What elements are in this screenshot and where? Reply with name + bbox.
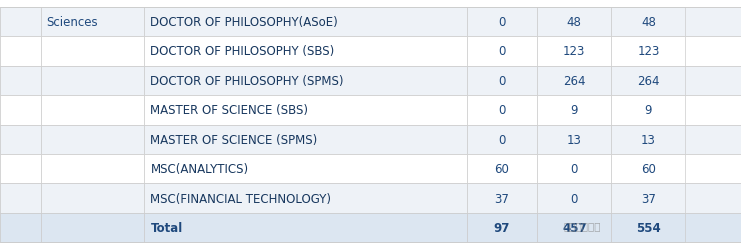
Bar bbox=[41, 66, 144, 96]
Bar bbox=[0, 8, 741, 37]
Bar bbox=[537, 66, 611, 96]
Bar bbox=[0, 8, 41, 37]
Bar bbox=[144, 96, 467, 125]
Bar bbox=[611, 184, 685, 213]
Text: 宁波风华出国: 宁波风华出国 bbox=[563, 220, 601, 230]
Text: 0: 0 bbox=[571, 162, 578, 175]
Bar bbox=[537, 8, 611, 37]
Bar bbox=[144, 125, 467, 154]
Bar bbox=[0, 213, 741, 242]
Bar bbox=[0, 154, 41, 184]
Text: MSC(FINANCIAL TECHNOLOGY): MSC(FINANCIAL TECHNOLOGY) bbox=[150, 192, 331, 205]
Bar bbox=[0, 125, 41, 154]
Bar bbox=[467, 66, 537, 96]
Text: 264: 264 bbox=[637, 74, 659, 88]
Bar bbox=[537, 154, 611, 184]
Text: 0: 0 bbox=[499, 133, 505, 146]
Text: MASTER OF SCIENCE (SBS): MASTER OF SCIENCE (SBS) bbox=[150, 104, 308, 117]
Text: 123: 123 bbox=[563, 45, 585, 58]
Bar bbox=[144, 66, 467, 96]
Text: 60: 60 bbox=[494, 162, 510, 175]
Text: DOCTOR OF PHILOSOPHY (SBS): DOCTOR OF PHILOSOPHY (SBS) bbox=[150, 45, 335, 58]
Bar bbox=[611, 37, 685, 66]
Bar bbox=[467, 125, 537, 154]
Bar bbox=[611, 96, 685, 125]
Text: MASTER OF SCIENCE (SPMS): MASTER OF SCIENCE (SPMS) bbox=[150, 133, 318, 146]
Bar bbox=[0, 96, 741, 125]
Text: Total: Total bbox=[150, 221, 183, 234]
Text: 97: 97 bbox=[494, 221, 511, 234]
Text: DOCTOR OF PHILOSOPHY (SPMS): DOCTOR OF PHILOSOPHY (SPMS) bbox=[150, 74, 344, 88]
Bar bbox=[611, 213, 685, 242]
Bar bbox=[0, 213, 41, 242]
Text: 0: 0 bbox=[499, 104, 505, 117]
Bar bbox=[41, 184, 144, 213]
Text: 13: 13 bbox=[567, 133, 582, 146]
Text: 554: 554 bbox=[636, 221, 661, 234]
Text: 48: 48 bbox=[641, 16, 656, 29]
Bar bbox=[0, 154, 741, 184]
Bar bbox=[611, 125, 685, 154]
Bar bbox=[0, 184, 41, 213]
Bar bbox=[144, 37, 467, 66]
Bar bbox=[41, 96, 144, 125]
Text: 0: 0 bbox=[499, 16, 505, 29]
Bar bbox=[537, 96, 611, 125]
Bar bbox=[144, 154, 467, 184]
Text: 48: 48 bbox=[567, 16, 582, 29]
Text: 9: 9 bbox=[571, 104, 578, 117]
Bar bbox=[537, 213, 611, 242]
Bar bbox=[467, 96, 537, 125]
Bar bbox=[537, 184, 611, 213]
Bar bbox=[0, 184, 741, 213]
Bar bbox=[467, 8, 537, 37]
Text: 0: 0 bbox=[499, 74, 505, 88]
Bar bbox=[0, 66, 741, 96]
Bar bbox=[611, 8, 685, 37]
Text: 13: 13 bbox=[641, 133, 656, 146]
Text: 123: 123 bbox=[637, 45, 659, 58]
Bar bbox=[41, 125, 144, 154]
Text: 264: 264 bbox=[563, 74, 585, 88]
Bar bbox=[0, 37, 41, 66]
Bar bbox=[467, 154, 537, 184]
Bar bbox=[0, 37, 741, 66]
Text: 457: 457 bbox=[562, 221, 587, 234]
Text: 37: 37 bbox=[494, 192, 510, 205]
Bar bbox=[144, 184, 467, 213]
Text: 60: 60 bbox=[641, 162, 656, 175]
Bar bbox=[537, 125, 611, 154]
Bar bbox=[611, 154, 685, 184]
Bar bbox=[144, 8, 467, 37]
Bar bbox=[467, 213, 537, 242]
Bar bbox=[41, 8, 144, 37]
Text: 0: 0 bbox=[499, 45, 505, 58]
Text: Sciences: Sciences bbox=[47, 16, 99, 29]
Bar bbox=[467, 37, 537, 66]
Text: 9: 9 bbox=[645, 104, 652, 117]
Bar bbox=[0, 96, 41, 125]
Text: 37: 37 bbox=[641, 192, 656, 205]
Bar bbox=[537, 37, 611, 66]
Bar bbox=[611, 66, 685, 96]
Bar bbox=[467, 184, 537, 213]
Bar bbox=[0, 125, 741, 154]
Bar bbox=[41, 37, 144, 66]
Bar bbox=[0, 66, 41, 96]
Bar bbox=[41, 213, 144, 242]
Bar bbox=[144, 213, 467, 242]
Bar bbox=[41, 154, 144, 184]
Text: 0: 0 bbox=[571, 192, 578, 205]
Text: MSC(ANALYTICS): MSC(ANALYTICS) bbox=[150, 162, 248, 175]
Text: DOCTOR OF PHILOSOPHY(ASoE): DOCTOR OF PHILOSOPHY(ASoE) bbox=[150, 16, 338, 29]
